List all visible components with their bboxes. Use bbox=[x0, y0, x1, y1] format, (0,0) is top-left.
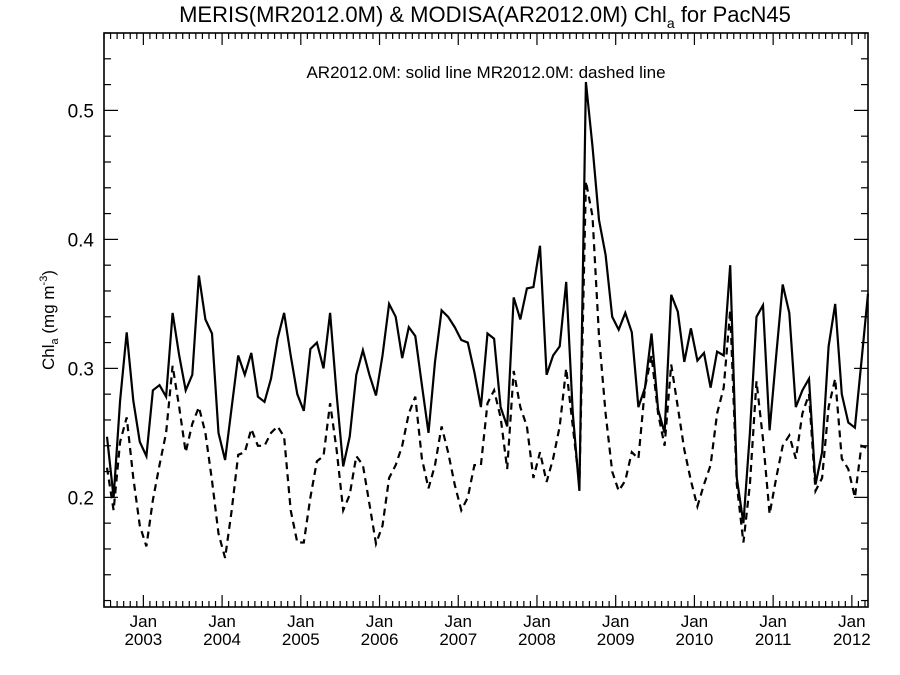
y-tick-label: 0.4 bbox=[68, 230, 95, 251]
y-axis-label-close: ) bbox=[39, 270, 58, 276]
x-tick-year-label: 2005 bbox=[282, 630, 320, 649]
x-tick-year-label: 2011 bbox=[755, 630, 792, 649]
y-tick-label: 0.2 bbox=[68, 488, 94, 509]
y-tick-label: 0.3 bbox=[68, 359, 94, 380]
chart-title-subscript: a bbox=[667, 15, 675, 31]
x-tick-month-label: Jan bbox=[759, 612, 786, 631]
series-line-mr2012 bbox=[105, 181, 869, 559]
x-tick-month-label: Jan bbox=[523, 612, 550, 631]
series-style-annotation: AR2012.0M: solid line MR2012.0M: dashed … bbox=[306, 63, 665, 82]
x-tick-year-label: 2003 bbox=[124, 630, 162, 649]
series-line-ar2012 bbox=[105, 81, 870, 524]
y-axis-label-units: (mg m bbox=[39, 285, 58, 338]
chart-title-tail: for PacN45 bbox=[675, 2, 791, 27]
x-tick-month-label: Jan bbox=[287, 612, 314, 631]
x-tick-year-label: 2006 bbox=[361, 630, 399, 649]
y-tick-label: 0.5 bbox=[68, 101, 94, 122]
axis-tick-labels: 0.20.30.40.5Jan2003Jan2004Jan2005Jan2006… bbox=[68, 101, 871, 649]
chart-title-main: MERIS(MR2012.0M) & MODISA(AR2012.0M) Chl bbox=[179, 2, 667, 27]
x-tick-year-label: 2007 bbox=[439, 630, 477, 649]
x-tick-year-label: 2009 bbox=[597, 630, 635, 649]
x-tick-month-label: Jan bbox=[130, 612, 157, 631]
x-tick-year-label: 2004 bbox=[203, 630, 241, 649]
x-tick-month-label: Jan bbox=[208, 612, 235, 631]
y-axis-label-subscript: a bbox=[49, 337, 61, 344]
x-tick-month-label: Jan bbox=[838, 612, 865, 631]
x-tick-year-label: 2008 bbox=[518, 630, 556, 649]
chart-title: MERIS(MR2012.0M) & MODISA(AR2012.0M) Chl… bbox=[179, 2, 791, 31]
x-tick-year-label: 2012 bbox=[833, 630, 871, 649]
x-tick-month-label: Jan bbox=[366, 612, 393, 631]
x-tick-month-label: Jan bbox=[681, 612, 708, 631]
y-axis-label-exponent: -3 bbox=[38, 276, 50, 286]
x-tick-year-label: 2010 bbox=[676, 630, 714, 649]
y-axis-label-main: Chl bbox=[39, 344, 58, 370]
plot-frame bbox=[103, 32, 869, 608]
axis-ticks bbox=[103, 32, 868, 607]
x-tick-month-label: Jan bbox=[602, 612, 629, 631]
x-tick-month-label: Jan bbox=[445, 612, 472, 631]
y-axis-label: Chla (mg m-3) bbox=[38, 270, 61, 370]
